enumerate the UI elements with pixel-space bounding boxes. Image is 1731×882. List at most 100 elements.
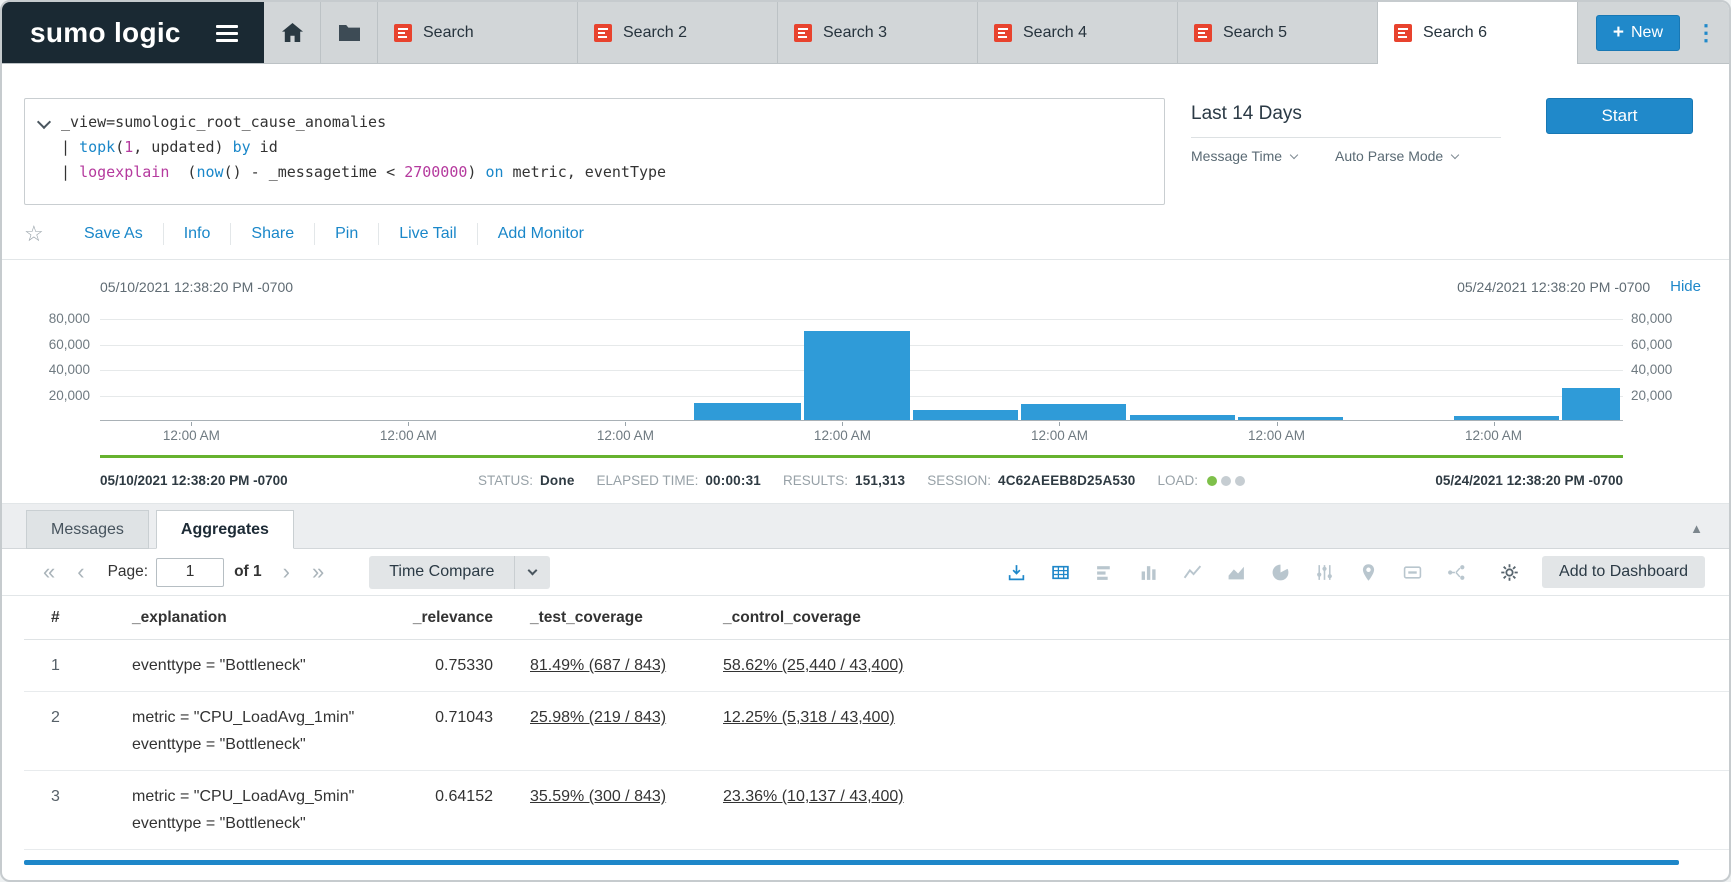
- action-info[interactable]: Info: [162, 223, 231, 245]
- pie-chart-icon[interactable]: [1268, 561, 1293, 583]
- new-button-label: New: [1630, 23, 1663, 41]
- map-icon[interactable]: [1356, 561, 1381, 583]
- kebab-menu-icon[interactable]: ⋮: [1695, 19, 1717, 45]
- favorite-star-icon[interactable]: ☆: [24, 221, 44, 246]
- tab-search-2[interactable]: Search 2: [578, 2, 778, 63]
- home-button[interactable]: [264, 2, 321, 63]
- explanation-line: eventtype = "Bottleneck": [132, 657, 306, 674]
- query-token: logexplain: [79, 163, 170, 181]
- histogram-bar[interactable]: [1237, 417, 1343, 420]
- histogram-bar[interactable]: [1021, 404, 1127, 420]
- histogram-bar[interactable]: [1562, 388, 1620, 420]
- next-page-button[interactable]: ›: [282, 559, 290, 584]
- time-range-selector[interactable]: Last 14 Days: [1191, 103, 1302, 124]
- status-start-time: 05/10/2021 12:38:20 PM -0700: [100, 473, 288, 488]
- status-value: Done: [539, 473, 575, 488]
- histogram-time-row: 05/10/2021 12:38:20 PM -0700 05/24/2021 …: [100, 278, 1701, 295]
- bar-chart-icon[interactable]: [1092, 561, 1117, 583]
- time-compare-dropdown[interactable]: [514, 555, 550, 589]
- first-page-button[interactable]: «: [43, 559, 56, 584]
- cell-test-coverage[interactable]: 35.59% (300 / 843): [530, 788, 667, 805]
- status-item: ELAPSED TIME: 00:00:31: [597, 473, 761, 488]
- query-editor[interactable]: _view=sumologic_root_cause_anomalies | to…: [61, 110, 666, 193]
- add-to-dashboard-button[interactable]: Add to Dashboard: [1542, 556, 1705, 588]
- histogram-bar[interactable]: [1129, 414, 1235, 420]
- results-table-head: # _explanation _relevance _test_coverage _co…: [24, 596, 1729, 640]
- tab-aggregates[interactable]: Aggregates: [155, 510, 294, 549]
- last-page-button[interactable]: »: [311, 559, 325, 584]
- results-table: # _explanation _relevance _test_coverage _co…: [24, 596, 1729, 850]
- action-save-as[interactable]: Save As: [84, 225, 143, 242]
- tab-search-5[interactable]: Search 5: [1178, 2, 1378, 63]
- tab-search[interactable]: Search: [378, 2, 578, 63]
- histogram-bar[interactable]: [1453, 415, 1560, 420]
- time-settings-panel: Last 14 Days Message Time Auto Parse Mod…: [1191, 98, 1501, 164]
- query-token: id: [250, 138, 278, 156]
- tab-search-4[interactable]: Search 4: [978, 2, 1178, 63]
- query-token: 1: [124, 138, 134, 156]
- tab-label: Search 4: [1023, 23, 1088, 41]
- query-token: (: [169, 163, 197, 181]
- histogram-bar[interactable]: [693, 403, 801, 420]
- cell-row-number: 3: [51, 788, 60, 805]
- box-plot-icon[interactable]: [1312, 561, 1337, 583]
- export-icon[interactable]: [1004, 561, 1029, 583]
- status-end-time: 05/24/2021 12:38:20 PM -0700: [1435, 473, 1623, 488]
- time-range-bar[interactable]: [100, 455, 1623, 458]
- collapse-results-icon[interactable]: ▲: [1690, 521, 1703, 536]
- prev-page-button[interactable]: ‹: [77, 559, 85, 584]
- load-indicator-dot: [1207, 475, 1218, 486]
- tab-label: Search 2: [623, 23, 688, 41]
- flow-diagram-icon[interactable]: [1444, 561, 1469, 583]
- cell-test-coverage[interactable]: 25.98% (219 / 843): [530, 709, 667, 726]
- cell-relevance: 0.64152: [435, 788, 493, 805]
- y-axis-label: 80,000: [48, 311, 90, 327]
- action-share[interactable]: Share: [230, 223, 314, 245]
- x-tick: [1059, 422, 1061, 426]
- status-label: ELAPSED TIME:: [596, 473, 699, 488]
- message-time-select[interactable]: Message Time: [1191, 148, 1299, 164]
- x-tick: [191, 422, 193, 426]
- line-chart-icon[interactable]: [1180, 561, 1205, 583]
- table-view-icon[interactable]: [1048, 561, 1073, 583]
- message-time-label: Message Time: [1191, 148, 1283, 164]
- column-chart-icon[interactable]: [1136, 561, 1161, 583]
- action-add-monitor[interactable]: Add Monitor: [476, 223, 604, 245]
- results-toolbar: « ‹ Page: of 1 › » Time Compare Add to D…: [2, 549, 1729, 596]
- cell-test-coverage[interactable]: 81.49% (687 / 843): [530, 657, 667, 674]
- new-button[interactable]: + New: [1595, 14, 1680, 51]
- folder-button[interactable]: [321, 2, 378, 63]
- cell-relevance: 0.71043: [435, 709, 493, 726]
- settings-gear-icon[interactable]: [1497, 561, 1522, 583]
- status-item: STATUS: Done: [478, 473, 575, 488]
- column-header: #: [51, 608, 60, 626]
- start-button[interactable]: Start: [1546, 98, 1693, 134]
- parse-mode-select[interactable]: Auto Parse Mode: [1335, 148, 1460, 164]
- action-live-tail[interactable]: Live Tail: [378, 223, 477, 245]
- histogram-bar[interactable]: [913, 410, 1019, 420]
- y-axis-label: 40,000: [48, 362, 90, 378]
- query-box[interactable]: _view=sumologic_root_cause_anomalies | to…: [24, 98, 1165, 205]
- parse-mode-label: Auto Parse Mode: [1335, 148, 1444, 164]
- query-token: |: [61, 138, 80, 156]
- hide-histogram-link[interactable]: Hide: [1670, 278, 1701, 295]
- cell-control-coverage[interactable]: 12.25% (5,318 / 43,400): [723, 709, 895, 726]
- histogram-bar[interactable]: [803, 330, 911, 420]
- action-pin[interactable]: Pin: [314, 223, 378, 245]
- horizontal-scrollbar[interactable]: [24, 860, 1679, 865]
- tab-label: Search: [423, 23, 474, 41]
- cell-control-coverage[interactable]: 23.36% (10,137 / 43,400): [723, 788, 904, 805]
- tab-search-3[interactable]: Search 3: [778, 2, 978, 63]
- menu-icon[interactable]: [216, 31, 238, 35]
- area-chart-icon[interactable]: [1224, 561, 1249, 583]
- tab-messages[interactable]: Messages: [26, 510, 149, 549]
- single-value-icon[interactable]: [1400, 561, 1425, 583]
- time-compare-button[interactable]: Time Compare: [369, 555, 551, 589]
- sumo-logic-logo[interactable]: sumo logic: [2, 2, 264, 63]
- explanation-line: eventtype = "Bottleneck": [132, 736, 306, 753]
- collapse-query-icon[interactable]: [36, 114, 52, 130]
- tab-search-6[interactable]: Search 6: [1378, 2, 1578, 64]
- page-input[interactable]: [156, 557, 225, 587]
- cell-control-coverage[interactable]: 58.62% (25,440 / 43,400): [723, 657, 904, 674]
